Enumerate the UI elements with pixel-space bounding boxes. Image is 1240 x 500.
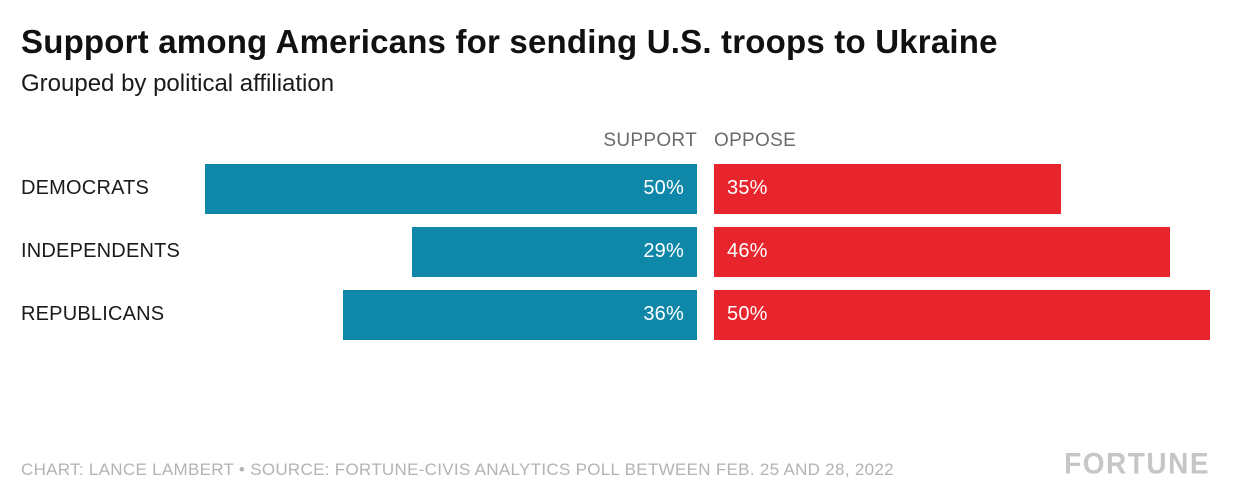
support-bar: 50% (205, 163, 697, 214)
row-label: INDEPENDENTS (21, 240, 181, 263)
fortune-logo: FORTUNE (1064, 447, 1210, 480)
chart-row-independents: INDEPENDENTS 29% 46% (21, 226, 1210, 277)
support-column-header: SUPPORT (603, 129, 697, 151)
support-value: 29% (643, 240, 684, 263)
oppose-bar: 46% (714, 226, 1171, 277)
support-value: 50% (643, 177, 684, 200)
chart-title: Support among Americans for sending U.S.… (21, 23, 998, 60)
support-bar: 29% (411, 226, 697, 277)
oppose-bar: 35% (714, 163, 1062, 214)
oppose-value: 46% (727, 240, 768, 263)
column-headers: SUPPORT OPPOSE (21, 130, 1210, 152)
support-value: 36% (643, 303, 684, 326)
chart-credit: CHART: LANCE LAMBERT • SOURCE: FORTUNE-C… (21, 460, 894, 479)
chart-subtitle: Grouped by political affiliation (21, 69, 335, 97)
oppose-bar: 50% (714, 289, 1210, 340)
oppose-column-header: OPPOSE (714, 129, 797, 151)
chart-row-republicans: REPUBLICANS 36% 50% (21, 289, 1210, 340)
oppose-value: 50% (727, 303, 768, 326)
bar-chart: SUPPORT OPPOSE DEMOCRATS 50% 35% INDEPE (21, 130, 1210, 353)
support-bar: 36% (342, 289, 697, 340)
chart-footer: CHART: LANCE LAMBERT • SOURCE: FORTUNE-C… (21, 447, 1210, 480)
oppose-value: 35% (727, 177, 768, 200)
chart-row-democrats: DEMOCRATS 50% 35% (21, 163, 1210, 214)
row-label: REPUBLICANS (21, 303, 165, 326)
row-label: DEMOCRATS (21, 177, 150, 200)
